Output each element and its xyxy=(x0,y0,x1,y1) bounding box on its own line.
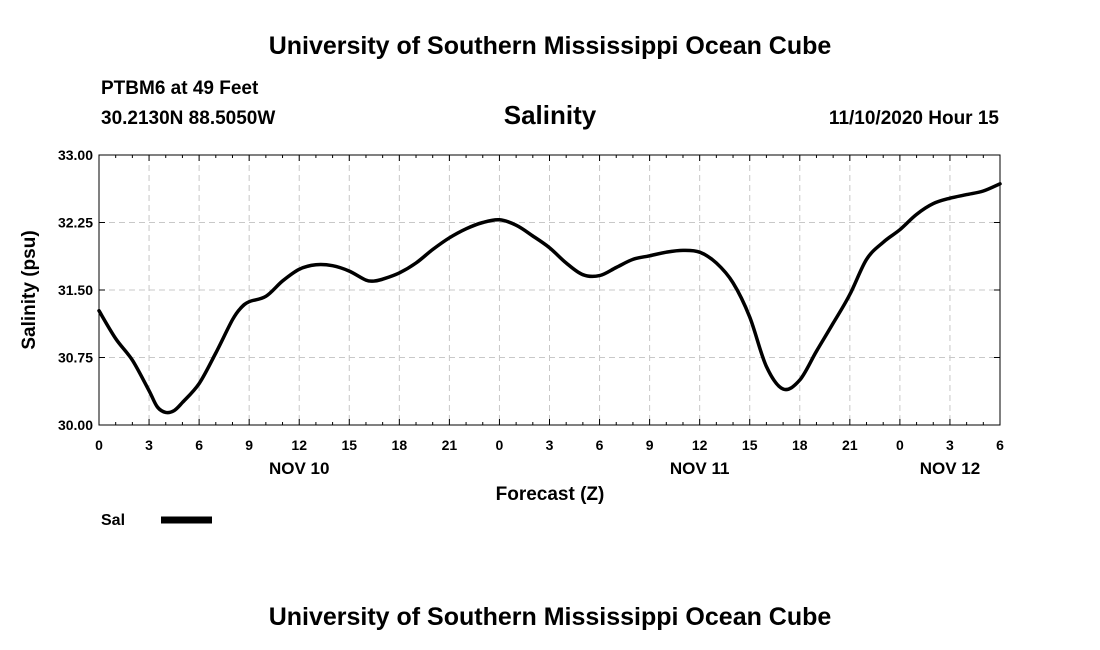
chart-title: Salinity xyxy=(504,100,597,130)
x-tick-label: 3 xyxy=(145,437,153,453)
x-tick-label: 3 xyxy=(946,437,954,453)
station-label: PTBM6 at 49 Feet xyxy=(101,78,259,99)
y-tick-labels: 30.00 30.75 31.50 32.25 33.00 xyxy=(58,147,93,433)
x-tick-label: 12 xyxy=(291,437,307,453)
x-tick-label: 0 xyxy=(496,437,504,453)
x-tick-label: 9 xyxy=(646,437,654,453)
coordinates-label: 30.2130N 88.5050W xyxy=(101,108,275,129)
x-tick-label: 3 xyxy=(546,437,554,453)
legend-label: Sal xyxy=(101,512,125,529)
x-tick-label: 6 xyxy=(596,437,604,453)
x-tick-label: 18 xyxy=(392,437,408,453)
y-tick-label: 30.75 xyxy=(58,350,93,366)
timestamp-label: 11/10/2020 Hour 15 xyxy=(829,108,999,129)
x-tick-label: 21 xyxy=(842,437,858,453)
x-tick-label: 15 xyxy=(341,437,357,453)
x-tick-label: 0 xyxy=(896,437,904,453)
legend: Sal xyxy=(101,512,212,529)
x-tick-label: 9 xyxy=(245,437,253,453)
series-line-sal xyxy=(97,182,1002,415)
x-tick-labels: 0 3 6 9 12 15 18 21 0 3 6 9 12 15 18 21 0 3 6 xyxy=(95,437,1004,453)
y-axis-label: Salinity (psu) xyxy=(19,230,40,349)
bottom-title: University of Southern Mississippi Ocean… xyxy=(269,603,832,631)
date-labels: NOV 10 NOV 11 NOV 12 xyxy=(269,459,980,478)
plot-frame xyxy=(98,154,1001,426)
y-tick-label: 32.25 xyxy=(58,215,93,231)
x-axis-label: Forecast (Z) xyxy=(496,484,605,505)
date-label: NOV 12 xyxy=(920,459,980,478)
x-tick-label: 12 xyxy=(692,437,708,453)
grid-lines xyxy=(99,155,1000,425)
x-tick-label: 15 xyxy=(742,437,758,453)
x-tick-label: 18 xyxy=(792,437,808,453)
y-tick-label: 33.00 xyxy=(58,147,93,163)
y-tick-label: 30.00 xyxy=(58,417,93,433)
x-tick-label: 21 xyxy=(442,437,458,453)
date-label: NOV 11 xyxy=(670,459,730,478)
x-tick-label: 0 xyxy=(95,437,103,453)
series-group xyxy=(97,182,1002,415)
x-tick-label: 6 xyxy=(195,437,203,453)
y-tick-label: 31.50 xyxy=(58,282,93,298)
date-label: NOV 10 xyxy=(269,459,329,478)
top-title: University of Southern Mississippi Ocean… xyxy=(269,32,832,60)
x-tick-label: 6 xyxy=(996,437,1004,453)
